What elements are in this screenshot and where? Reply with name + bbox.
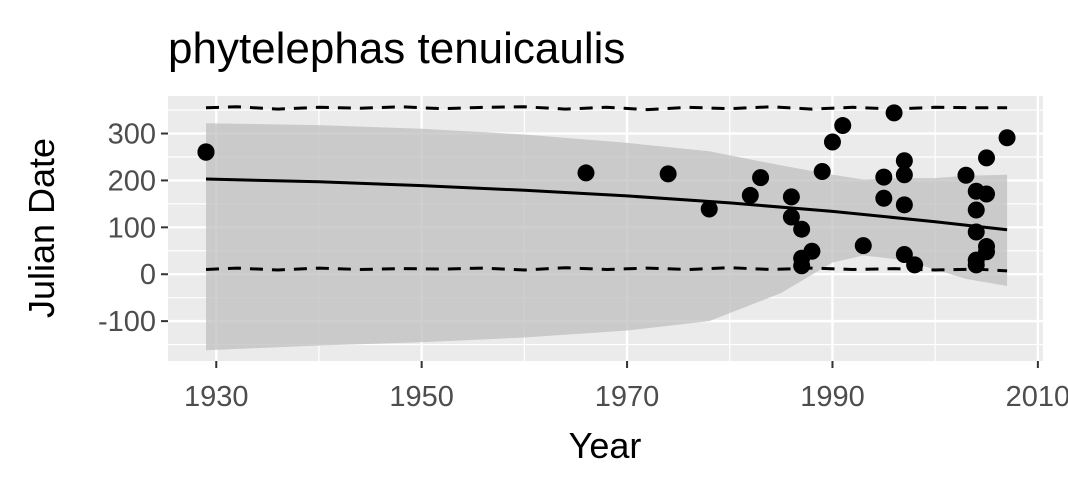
data-point	[885, 104, 903, 122]
data-point	[967, 223, 985, 241]
data-point	[895, 152, 913, 170]
y-tick-label: -100	[98, 306, 156, 338]
data-point	[967, 201, 985, 219]
data-point	[659, 165, 677, 183]
data-point	[700, 200, 718, 218]
data-point	[741, 186, 759, 204]
data-point	[577, 164, 595, 182]
data-point	[967, 256, 985, 274]
x-tick-label: 1970	[595, 381, 660, 413]
upper-bound-dashed-line	[205, 105, 1008, 112]
x-tick-label: 2010	[1006, 381, 1068, 413]
x-tick-label: 1990	[800, 381, 865, 413]
y-tick-label: 100	[108, 212, 156, 244]
data-point	[793, 220, 811, 238]
y-tick-label: 200	[108, 165, 156, 197]
data-point	[978, 185, 996, 203]
trend-line	[205, 177, 1008, 232]
y-tick-label: 300	[108, 119, 156, 151]
data-point	[895, 246, 913, 264]
data-point	[906, 256, 924, 274]
y-axis-title: Julian Date	[21, 138, 62, 318]
data-point	[752, 169, 770, 187]
x-tick-label: 1930	[184, 381, 249, 413]
data-point	[895, 196, 913, 214]
confidence-ribbon	[206, 123, 1008, 351]
data-point	[197, 143, 215, 161]
data-point	[957, 166, 975, 184]
data-point	[813, 163, 831, 181]
data-point	[978, 243, 996, 261]
data-point	[854, 237, 872, 255]
data-point	[803, 242, 821, 260]
x-axis-ticks: 1930 1950 1970 1990 2010	[184, 361, 1068, 413]
x-tick-label: 1950	[389, 381, 454, 413]
y-axis-ticks: -100 0 100 200 300	[98, 119, 168, 338]
chart-title: phytelephas tenuicaulis	[168, 24, 625, 73]
data-point	[978, 149, 996, 167]
data-point	[834, 117, 852, 135]
x-axis-title: Year	[569, 425, 642, 466]
data-point	[998, 129, 1016, 147]
data-point	[823, 133, 841, 151]
data-points	[197, 104, 1016, 275]
data-point	[782, 208, 800, 226]
data-point	[793, 257, 811, 275]
data-point	[875, 189, 893, 207]
data-point	[875, 168, 893, 186]
y-tick-label: 0	[140, 259, 156, 291]
lower-bound-dashed-line	[205, 266, 1008, 273]
data-point	[782, 188, 800, 206]
data-point	[895, 166, 913, 184]
